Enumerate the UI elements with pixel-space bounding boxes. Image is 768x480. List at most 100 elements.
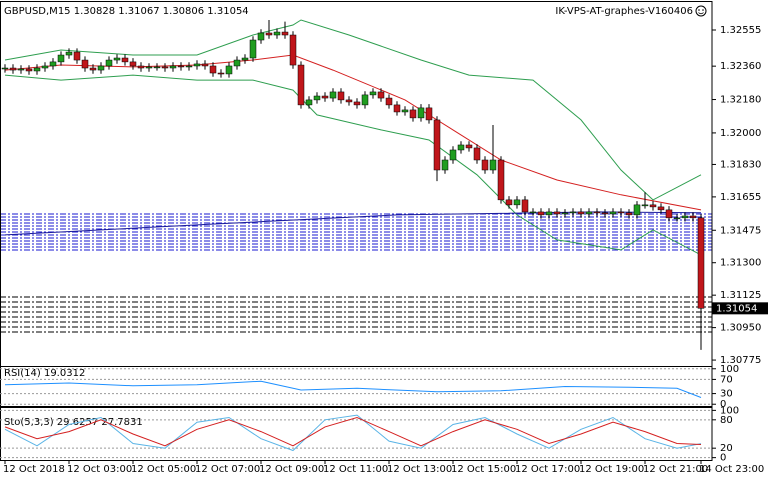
candle-body: [553, 211, 561, 215]
candle-body: [65, 51, 73, 56]
candle-body: [377, 91, 385, 99]
x-tick-label: 12 Oct 07:00: [195, 464, 260, 475]
y-tick-label: 1.32555: [720, 25, 761, 36]
candle-body: [313, 95, 321, 101]
y-tick-label: 1.30775: [720, 355, 761, 366]
y-tick-label: 0: [720, 399, 726, 410]
indicator-line: [4, 19, 702, 201]
y-tick-label: 30: [720, 389, 733, 400]
candle-body: [89, 67, 97, 71]
candle-body: [449, 149, 457, 161]
candle-body: [209, 65, 217, 74]
candle-body: [649, 204, 657, 208]
y-tick-label: 1.30950: [720, 323, 761, 334]
candle-body: [569, 211, 577, 214]
candle-body: [641, 204, 649, 207]
candle-body: [105, 59, 113, 67]
candle-body: [57, 54, 65, 63]
candle-body: [457, 144, 465, 151]
candle-body: [41, 65, 49, 69]
candle-body: [689, 215, 697, 219]
candle-body: [281, 31, 289, 36]
candle-body: [529, 211, 537, 214]
y-tick-label: 80: [720, 415, 733, 426]
y-tick-label: 1.31655: [720, 192, 761, 203]
y-tick-label: 20: [720, 443, 733, 454]
candle-body: [697, 217, 705, 309]
smiley: [695, 5, 707, 17]
candle-body: [673, 217, 681, 220]
candle-body: [385, 97, 393, 106]
x-tick-label: 12 Oct 15:00: [451, 464, 516, 475]
candle-body: [161, 66, 169, 69]
candle-body: [537, 211, 545, 216]
candle-body: [49, 61, 57, 67]
candle-body: [409, 109, 417, 119]
candle-body: [129, 61, 137, 67]
last-price-label: 1.31054: [716, 303, 757, 314]
candle-body: [337, 91, 345, 101]
candle-body: [593, 211, 601, 214]
candle-body: [273, 31, 281, 36]
candle-body: [257, 32, 265, 41]
candle-body: [393, 104, 401, 113]
order-lines: [0, 213, 712, 333]
candle-body: [433, 119, 441, 171]
y-tick-label: 1.32000: [720, 128, 761, 139]
candle-body: [193, 63, 201, 67]
candle-body: [497, 159, 505, 201]
x-tick-label: 12 Oct 05:00: [131, 464, 196, 475]
candle-body: [609, 211, 617, 215]
candle-body: [633, 204, 641, 216]
candle-body: [225, 65, 233, 75]
candle-body: [521, 199, 529, 213]
chart-subtitle: IK-VPS-AT-graphes-V160406: [555, 6, 693, 17]
candle-body: [481, 159, 489, 171]
y-tick-label: 100: [720, 405, 739, 416]
panel-frame: [0, 366, 713, 407]
candle-body: [233, 59, 241, 67]
candle-body: [585, 211, 593, 215]
y-tick-label: 1.31830: [720, 159, 761, 170]
candle-body: [25, 68, 33, 72]
candle-body: [425, 107, 433, 121]
indicator-line: [4, 380, 702, 398]
candle-body: [681, 215, 689, 219]
candle-body: [145, 66, 153, 69]
candle-body: [545, 211, 553, 216]
candle-body: [297, 64, 305, 106]
candle-body: [17, 68, 25, 71]
candle-body: [625, 212, 633, 216]
x-tick-label: 12 Oct 13:00: [387, 464, 452, 475]
candle-body: [465, 144, 473, 149]
candle-body: [401, 109, 409, 113]
y-tick-label: 1.32180: [720, 95, 761, 106]
y-tick-label: 1.31125: [720, 290, 761, 301]
x-tick-label: 12 Oct 17:00: [515, 464, 580, 475]
candle-body: [153, 66, 161, 69]
x-tick-label: 12 Oct 2018: [3, 464, 65, 475]
candle-body: [73, 51, 81, 61]
x-tick-label: 12 Oct 19:00: [579, 464, 644, 475]
candle-body: [1, 67, 9, 70]
candle-body: [665, 209, 673, 219]
candle-body: [305, 99, 313, 106]
indicator-line: [4, 211, 702, 236]
candle-body: [417, 107, 425, 119]
candle-body: [489, 159, 497, 171]
candle-body: [601, 212, 609, 215]
candle-body: [617, 211, 625, 214]
candle-body: [369, 91, 377, 96]
last-price-box: [712, 302, 768, 315]
candle-body: [577, 211, 585, 215]
x-tick-label: 14 Oct 23:00: [699, 464, 764, 475]
stoch-title: Sto(5,3,3) 29.6257 27.7831: [4, 417, 143, 428]
candle-body: [81, 59, 89, 69]
x-tick-label: 12 Oct 03:00: [67, 464, 132, 475]
x-tick-label: 12 Oct 21:00: [643, 464, 708, 475]
candle-body: [441, 159, 449, 171]
candle-body: [513, 199, 521, 206]
candle-body: [561, 212, 569, 215]
candle-body: [249, 39, 257, 59]
